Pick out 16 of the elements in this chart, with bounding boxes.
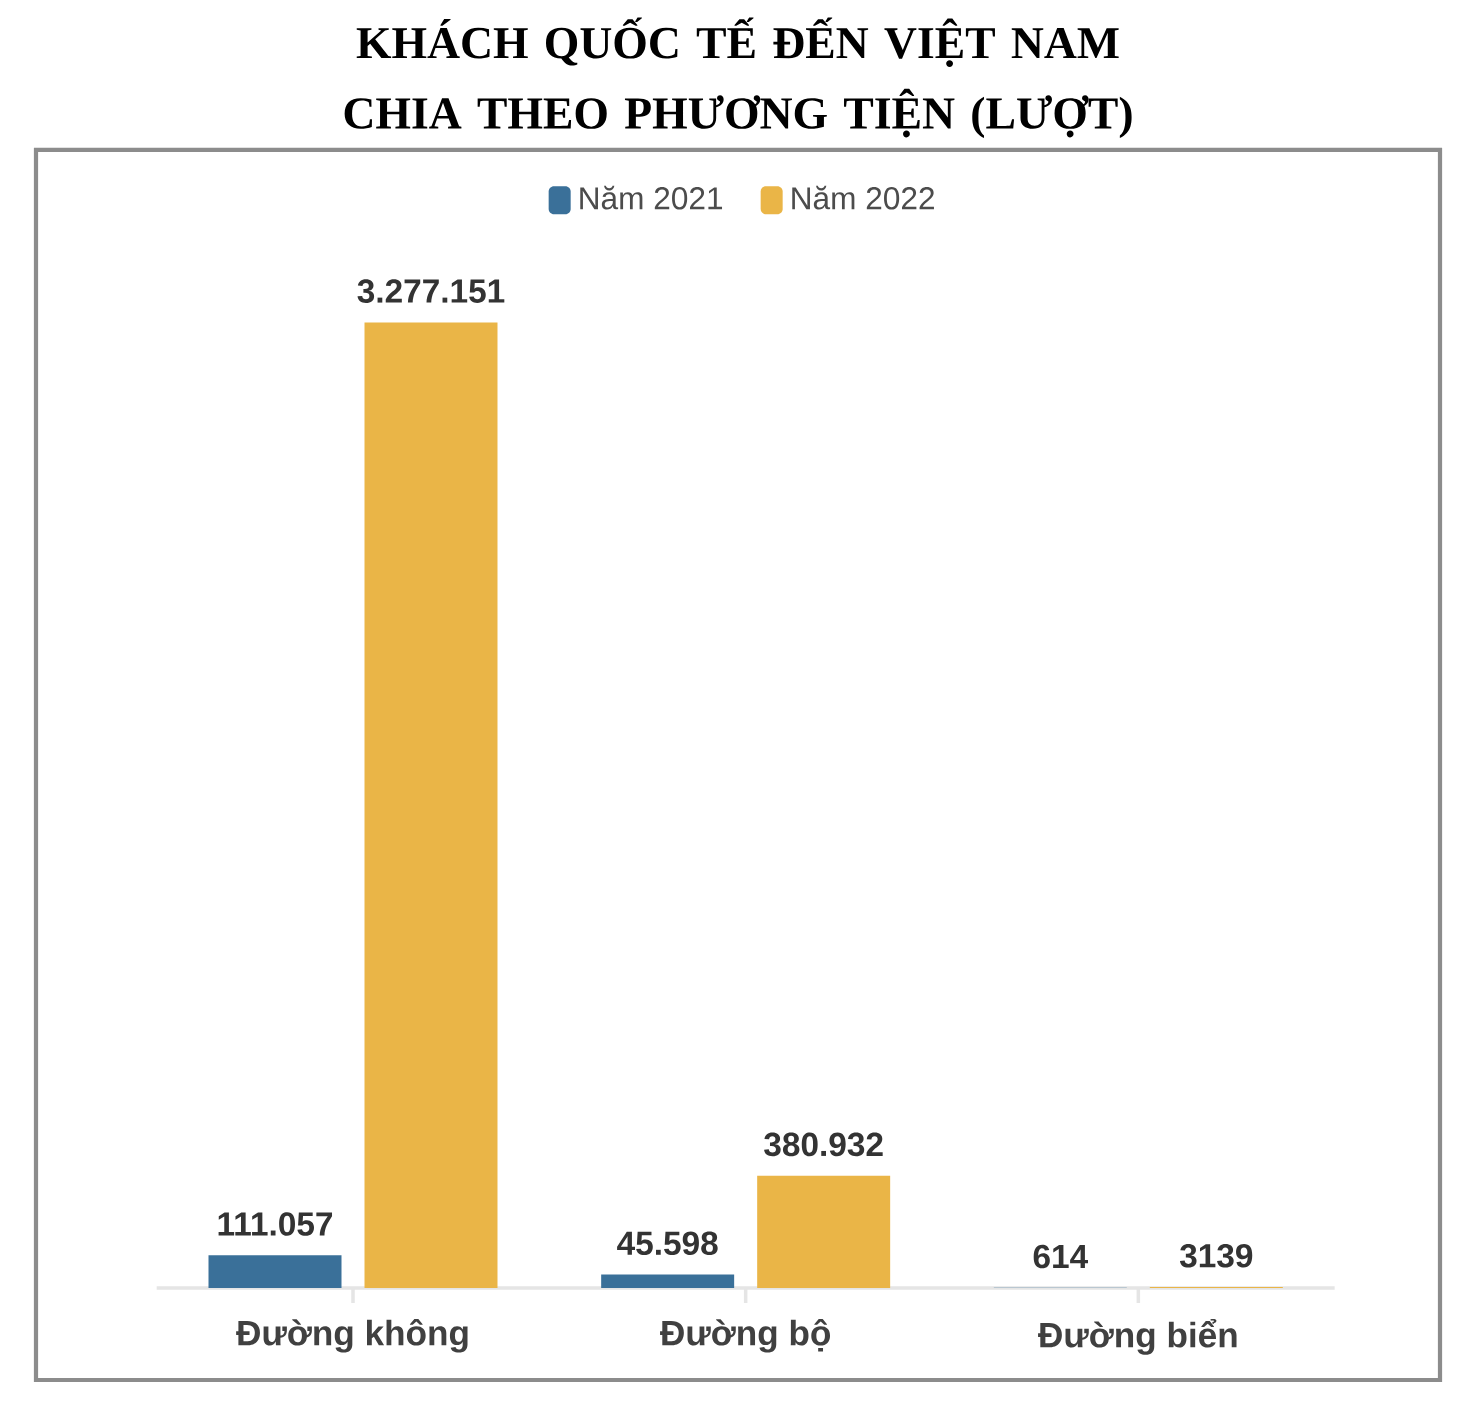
data-label: 3139	[1179, 1243, 1253, 1268]
data-label: 614	[1033, 1244, 1089, 1269]
bar	[208, 1255, 342, 1288]
bar	[601, 1274, 735, 1288]
legend-label: Năm 2021	[580, 185, 723, 210]
x-tick-label: Đường bộ	[660, 1318, 831, 1353]
chart-title: KHÁCH QUỐC TẾ ĐẾN VIỆT NAM CHIA THEO PHƯƠNG TIỆN (LƯỢT)	[344, 17, 1132, 139]
data-label: 3.277.151	[357, 279, 505, 303]
data-label: 111.057	[218, 1212, 333, 1236]
data-label: 45.598	[617, 1231, 718, 1256]
x-tick-label: Đường biển	[1038, 1318, 1237, 1355]
data-label: 380.932	[764, 1132, 883, 1157]
bar	[757, 1175, 891, 1288]
legend-label: Năm 2022	[792, 185, 934, 210]
bar	[364, 322, 498, 1288]
x-tick-label: Đường không	[236, 1318, 468, 1353]
